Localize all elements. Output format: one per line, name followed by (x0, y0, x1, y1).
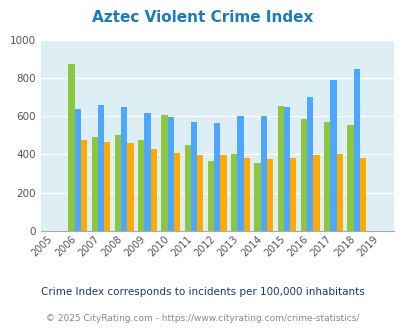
Bar (127, 143, 133, 231)
Bar (283, 107, 289, 231)
Bar (98, 105, 104, 231)
Bar (213, 123, 220, 231)
Bar (353, 69, 359, 231)
Bar (144, 113, 150, 231)
Bar (121, 107, 127, 231)
Bar (313, 155, 319, 231)
Bar (323, 122, 329, 231)
Bar (68, 64, 75, 231)
Bar (230, 154, 237, 231)
Bar (336, 154, 342, 231)
Bar (161, 115, 167, 231)
Bar (306, 97, 313, 231)
Bar (184, 145, 190, 231)
Bar (346, 125, 353, 231)
Bar (300, 119, 306, 231)
Bar (220, 155, 226, 231)
Bar (266, 159, 273, 231)
Text: © 2025 CityRating.com - https://www.cityrating.com/crime-statistics/: © 2025 CityRating.com - https://www.city… (46, 314, 359, 323)
Bar (260, 116, 266, 231)
Bar (277, 106, 283, 231)
Bar (237, 116, 243, 231)
Bar (81, 140, 87, 231)
Bar (115, 135, 121, 231)
Bar (150, 149, 156, 231)
Bar (104, 142, 110, 231)
Bar (359, 158, 365, 231)
Bar (289, 158, 296, 231)
Bar (92, 137, 98, 231)
Bar (207, 161, 213, 231)
Bar (190, 121, 196, 231)
Bar (75, 109, 81, 231)
Bar (138, 140, 144, 231)
Text: Crime Index corresponds to incidents per 100,000 inhabitants: Crime Index corresponds to incidents per… (41, 287, 364, 297)
Text: Aztec Violent Crime Index: Aztec Violent Crime Index (92, 10, 313, 25)
Bar (243, 158, 249, 231)
Bar (173, 153, 180, 231)
Bar (254, 163, 260, 231)
Bar (167, 116, 173, 231)
Bar (196, 155, 203, 231)
Bar (329, 80, 336, 231)
